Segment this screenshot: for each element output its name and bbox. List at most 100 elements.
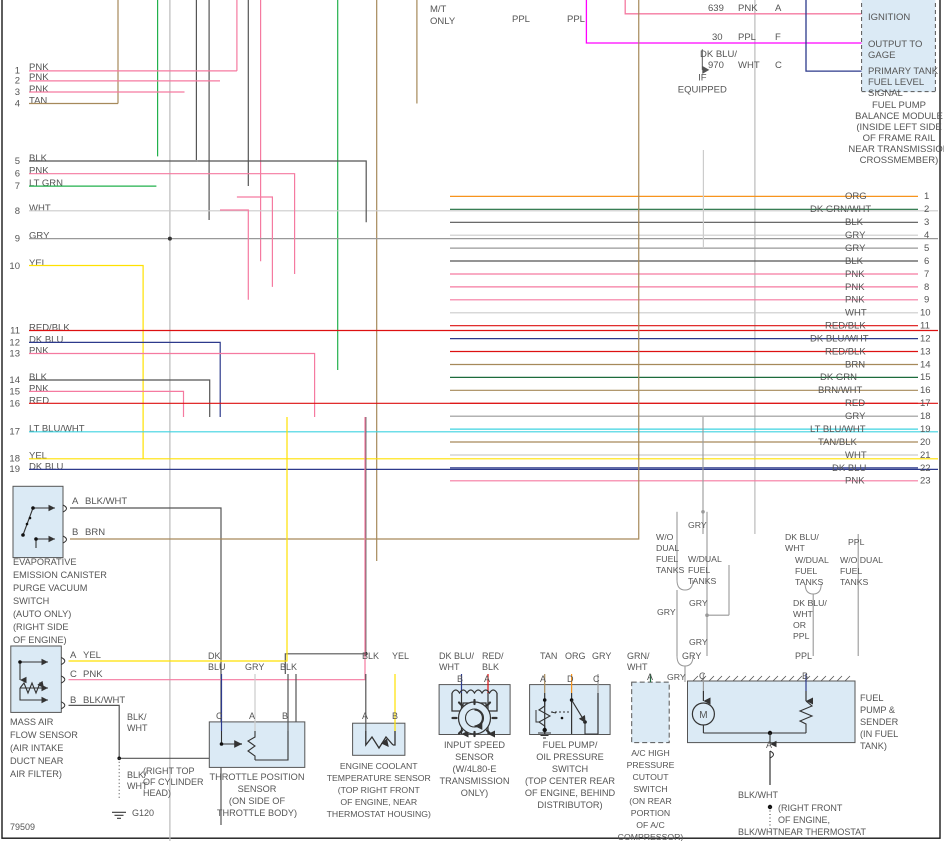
svg-text:YEL: YEL [29,451,47,462]
svg-text:THROTTLE POSITION: THROTTLE POSITION [210,772,305,782]
svg-text:PNK: PNK [845,295,865,306]
svg-text:(RIGHT TOP: (RIGHT TOP [143,766,195,776]
svg-text:FUEL LEVEL: FUEL LEVEL [868,77,924,88]
svg-text:NEAR TRANSMISSION: NEAR TRANSMISSION [848,144,944,155]
svg-text:OF ENGINE): OF ENGINE) [13,635,67,645]
svg-text:BRN/WHT: BRN/WHT [818,385,863,396]
svg-text:OF ENGINE,: OF ENGINE, [778,815,830,825]
svg-text:LT BLU/WHT: LT BLU/WHT [810,424,866,435]
svg-text:DK GRN: DK GRN [820,372,857,383]
svg-text:FUEL PUMP/: FUEL PUMP/ [543,740,598,750]
svg-text:A: A [362,711,368,721]
svg-text:10: 10 [9,261,20,272]
svg-text:B: B [457,674,463,684]
svg-text:TAN: TAN [29,96,47,107]
svg-text:IGNITION: IGNITION [868,12,910,23]
svg-text:LT BLU/WHT: LT BLU/WHT [29,424,85,435]
svg-text:RED/BLK: RED/BLK [29,323,70,334]
svg-text:ONLY: ONLY [430,16,456,27]
svg-text:TANKS: TANKS [840,577,869,587]
svg-text:NEAR THERMOSTAT: NEAR THERMOSTAT [778,827,867,837]
svg-text:LT GRN: LT GRN [29,178,63,189]
svg-text:BLK: BLK [482,662,499,672]
svg-text:BLK: BLK [362,651,379,661]
svg-text:4: 4 [15,99,20,110]
svg-text:DK BLU/: DK BLU/ [700,49,737,60]
svg-text:BALANCE MODULE: BALANCE MODULE [855,111,943,122]
svg-text:TRANSMISSION: TRANSMISSION [440,776,510,786]
svg-text:PPL: PPL [793,631,810,641]
svg-text:W/DUAL: W/DUAL [688,554,722,564]
svg-text:B: B [70,695,76,706]
svg-text:TANKS: TANKS [688,576,717,586]
svg-text:RED/BLK: RED/BLK [825,321,866,332]
svg-text:PNK: PNK [83,669,103,680]
svg-text:(ON REAR: (ON REAR [629,796,671,806]
svg-text:BLK: BLK [280,662,297,672]
svg-text:W/DUAL: W/DUAL [795,555,829,565]
svg-text:WHT: WHT [627,662,648,672]
svg-text:GRY: GRY [689,637,708,647]
svg-text:SWITCH: SWITCH [633,784,667,794]
svg-text:A: A [766,740,772,750]
svg-text:THERMOSTAT HOUSING): THERMOSTAT HOUSING) [327,809,431,819]
svg-text:AIR FILTER): AIR FILTER) [10,769,62,779]
svg-text:3: 3 [924,217,929,228]
svg-text:(TOP CENTER REAR: (TOP CENTER REAR [525,776,615,786]
svg-text:BRN: BRN [85,527,105,538]
svg-text:PRESSURE: PRESSURE [627,760,675,770]
svg-text:ONLY): ONLY) [461,788,488,798]
svg-text:D: D [567,674,574,684]
svg-text:WHT: WHT [29,203,51,214]
svg-text:TANK): TANK) [860,741,887,751]
svg-text:W/O DUAL: W/O DUAL [840,555,883,565]
svg-text:WHT: WHT [793,609,813,619]
svg-text:TANKS: TANKS [656,565,685,575]
svg-text:EQUIPPED: EQUIPPED [678,85,727,96]
svg-text:5: 5 [924,243,929,254]
svg-text:17: 17 [9,427,20,438]
svg-text:RED/BLK: RED/BLK [825,346,866,357]
svg-text:GRY: GRY [29,231,50,242]
svg-text:7: 7 [15,181,20,192]
svg-text:GRY: GRY [688,520,707,530]
svg-text:YEL: YEL [83,650,101,661]
svg-text:EVAPORATIVE: EVAPORATIVE [13,557,76,567]
svg-text:TAN/BLK: TAN/BLK [818,437,858,448]
svg-text:PNK: PNK [29,384,49,395]
svg-text:G120: G120 [132,808,154,818]
svg-text:PPL: PPL [848,537,865,547]
svg-text:W/O: W/O [656,532,674,542]
svg-text:C: C [70,669,77,680]
svg-text:OF CYLINDER: OF CYLINDER [143,777,204,787]
svg-text:PNK: PNK [29,166,49,177]
svg-text:C: C [775,60,782,71]
svg-text:A: A [484,674,490,684]
svg-text:17: 17 [920,398,931,409]
svg-text:BLK/WHT: BLK/WHT [85,496,127,507]
svg-text:ORG: ORG [565,651,586,661]
svg-text:FUEL: FUEL [840,566,862,576]
svg-text:SWITCH: SWITCH [552,764,588,774]
svg-text:OIL PRESSURE: OIL PRESSURE [536,752,604,762]
svg-text:FUEL: FUEL [656,554,678,564]
svg-text:MASS AIR: MASS AIR [10,717,54,727]
svg-text:PPL: PPL [795,651,812,661]
svg-text:BLU: BLU [208,662,226,672]
svg-text:OR: OR [793,620,806,630]
svg-text:BLK/WHT: BLK/WHT [738,790,779,800]
svg-text:EMISSION CANISTER: EMISSION CANISTER [13,570,107,580]
svg-text:OF ENGINE, NEAR: OF ENGINE, NEAR [340,797,417,807]
svg-text:OF FRAME RAIL: OF FRAME RAIL [863,133,936,144]
svg-text:ORG: ORG [845,191,867,202]
svg-text:TEMPERATURE SENSOR: TEMPERATURE SENSOR [327,773,431,783]
svg-text:SENDER: SENDER [860,717,899,727]
svg-text:BLK/WHT: BLK/WHT [83,695,125,706]
svg-text:19: 19 [920,424,931,435]
svg-text:THROTTLE BODY): THROTTLE BODY) [217,808,297,818]
svg-text:GRY: GRY [682,651,701,661]
svg-text:21: 21 [920,450,931,461]
svg-text:23: 23 [920,476,931,487]
svg-text:13: 13 [920,346,931,357]
svg-text:SWITCH: SWITCH [13,596,49,606]
